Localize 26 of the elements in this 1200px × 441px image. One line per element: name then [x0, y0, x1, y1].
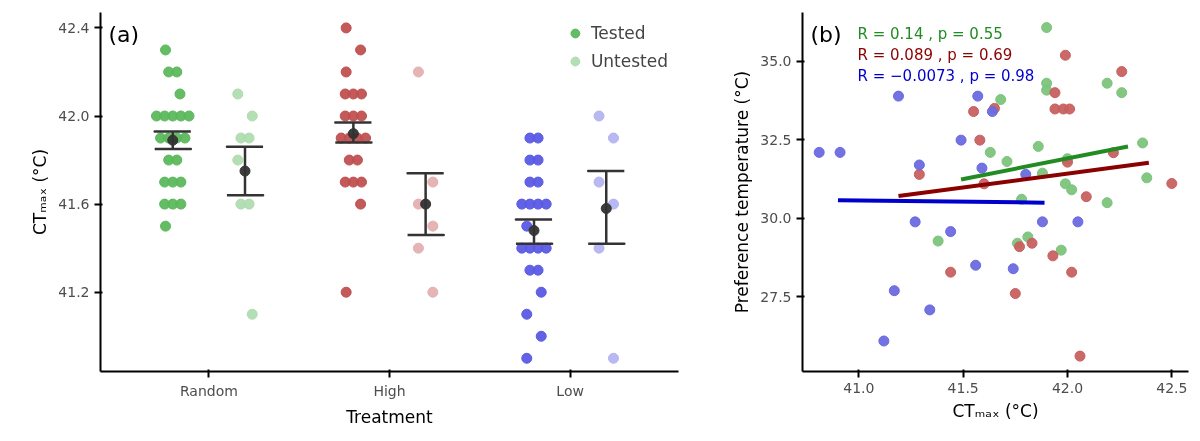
- annotation: R = 0.14 , p = 0.55: [857, 24, 1003, 43]
- legend-label: Tested: [590, 23, 646, 43]
- x-tick-label: 42.5: [1156, 379, 1188, 396]
- y-tick-label: 35.0: [760, 53, 792, 70]
- x-axis-title: Treatment: [345, 406, 434, 427]
- y-axis-title: Preference temperature (°C): [732, 70, 753, 314]
- chart-title: (a): [108, 21, 140, 47]
- y-tick-label: 41.2: [58, 284, 90, 301]
- x-axis-title: CTₘₐₓ (°C): [952, 400, 1039, 421]
- x-tick-label: High: [373, 382, 406, 399]
- x-tick-label: 41.0: [843, 379, 875, 396]
- y-tick-label: 41.6: [58, 196, 90, 213]
- y-tick-label: 42.4: [58, 19, 90, 36]
- x-tick-label: 41.5: [947, 379, 979, 396]
- y-tick-label: 42.0: [58, 108, 90, 125]
- x-tick-label: 42.0: [1051, 379, 1084, 396]
- y-tick-label: 32.5: [760, 131, 792, 148]
- chart-title: (b): [810, 21, 842, 47]
- annotation: R = 0.089 , p = 0.69: [857, 45, 1013, 64]
- annotation: R = −0.0073 , p = 0.98: [857, 66, 1035, 85]
- y-axis-title: CTₘₐₓ (°C): [30, 148, 51, 236]
- legend-label: Untested: [590, 51, 668, 71]
- x-tick-label: Low: [556, 382, 584, 399]
- y-tick-label: 27.5: [760, 289, 792, 305]
- y-tick-label: 30.0: [760, 210, 792, 227]
- x-tick-label: Random: [179, 382, 238, 399]
